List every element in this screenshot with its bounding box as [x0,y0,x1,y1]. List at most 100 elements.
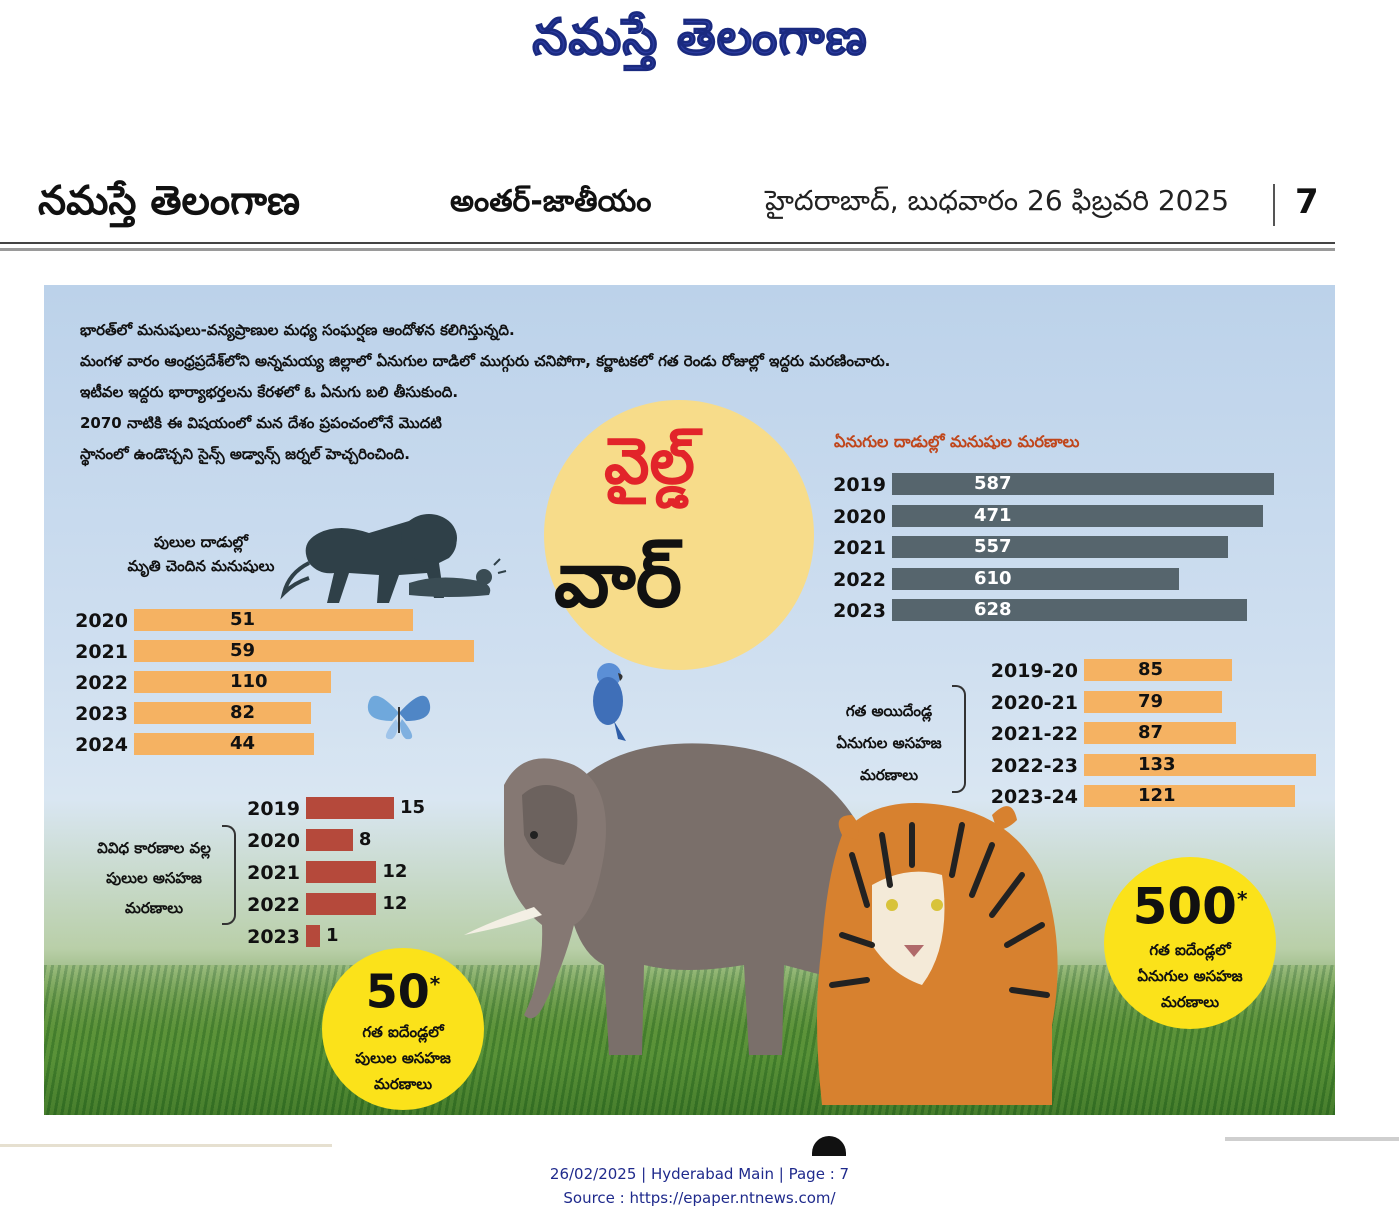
bar-category-label: 2020 [75,610,128,632]
callout-line: మరణాలు [373,1075,433,1094]
bar [1084,659,1233,681]
bar-row: 2020-21 79 [976,690,1316,715]
bar-value-label: 12 [382,861,408,882]
elephant-attack-caption: ఏనుగుల దాడుల్లో మనుషుల మరణాలు [834,432,1080,451]
bar [134,671,332,693]
bar-category-label: 2020 [247,830,300,852]
intro-line: స్థానంలో ఉండొచ్చని సైన్స్ అడ్వాన్స్ జర్న… [80,445,410,463]
tiger-attack-caption: పులుల దాడుల్లో మృతి చెందిన మనుషులు [127,533,275,575]
bar-category-label: 2019 [247,798,300,820]
bar-value-label: 557 [974,536,1012,557]
tiger-deaths-brace [222,825,236,925]
bar-category-label: 2020 [833,505,886,528]
page-number: 7 [1295,182,1319,222]
bar-category-label: 2021 [833,537,886,559]
bar-value-label: 1 [326,925,339,946]
page-marker [812,1136,846,1156]
dateline: హైదరాబాద్, బుధవారం 26 ఫిబ్రవరి 2025 [765,184,1230,217]
callout-star: * [429,972,441,996]
footer-rule-right [1225,1137,1399,1141]
bar [1084,722,1236,744]
header-separator [1273,184,1275,226]
bar-value-label: 59 [230,640,256,661]
bar-value-label: 15 [400,797,426,818]
bar-row: 2021-22 87 [976,722,1316,746]
bar-value-label: 12 [382,893,408,914]
bar-category-label: 2023 [247,926,300,948]
intro-line: ఇటీవల ఇద్దరు భార్యాభర్తలను కేరళలో ఓ ఏనుగ… [80,383,459,401]
bar [134,640,474,662]
tiger-illustration [817,803,1058,1105]
bar-category-label: 2019 [833,474,886,496]
headline-top: వైల్డ్ [604,425,695,499]
infographic-panel: భారత్‌లో మనుషులు-వన్యప్రాణుల మధ్య సంఘర్ష… [44,285,1335,1115]
callout-number: 500 [1132,877,1237,936]
bar-value-label: 44 [230,733,256,754]
footer: 26/02/2025 | Hyderabad Main | Page : 7 S… [0,1162,1399,1210]
bar-category-label: 2021 [75,641,128,663]
tiger-deaths-callout: 50* గత ఐదేండ్లలో పులుల అసహజ మరణాలు [322,948,484,1110]
bar-value-label: 121 [1138,785,1176,806]
bar-value-label: 133 [1138,753,1176,775]
intro-line: 2070 నాటికి ఈ విషయంలో మన దేశం ప్రపంచంలోన… [80,414,442,432]
bar-category-label: 2023-24 [990,786,1078,808]
elephant-illustration [464,743,874,1055]
header-rule [0,242,1335,244]
bar [1084,785,1296,807]
title-circle [544,400,814,670]
tiger-deaths-caption: వివిధ కారణాల వల్ల పులుల అసహజ మరణాలు [97,839,211,917]
footer-edition: 26/02/2025 | Hyderabad Main | Page : 7 [549,1165,850,1183]
bar-row: 2019 15 [240,797,440,821]
bar [306,861,377,883]
bar-value-label: 82 [230,702,256,723]
parrot-illustration [593,663,626,741]
bar [134,702,311,724]
callout-line: పులుల అసహజ [355,1049,451,1068]
callout-star: * [1236,887,1248,911]
bar-category-label: 2022-23 [990,754,1078,777]
bar-value-label: 8 [358,829,372,850]
bar [306,893,377,915]
bar-value-label: 471 [974,504,1012,526]
masthead: నమస్తే తెలంగాణ [0,0,1399,80]
footer-source: Source : https://epaper.ntnews.com/ [563,1189,836,1207]
masthead-title: నమస్తే తెలంగాణ [532,8,868,67]
bar-row: 2021 12 [240,861,440,885]
bar [1084,690,1222,713]
callout-line: ఏనుగుల అసహజ [1137,966,1243,985]
bar [306,829,353,851]
bar-row: 2022 12 [240,893,440,917]
bar-row: 2022-23 133 [976,753,1316,778]
elephant-deaths-chart: 2019-20 85 2020-21 79 2021-22 87 2022-23 133 202… [976,659,1316,819]
bar-row: 2022 110 [70,671,490,695]
bar [1084,753,1316,776]
bar [134,609,413,631]
bar-row: 2022 610 [830,567,1280,592]
callout-number: 50 [365,964,430,1019]
bar [892,567,1179,590]
bar-category-label: 2024 [75,734,128,756]
bar-row: 2019 587 [830,473,1280,497]
bar-value-label: 79 [1138,690,1164,712]
intro-line: భారత్‌లో మనుషులు-వన్యప్రాణుల మధ్య సంఘర్ష… [80,321,515,339]
brand-logo-text: నమస్తే తెలంగాణ [38,178,301,224]
bar-category-label: 2022 [833,568,886,591]
bar-category-label: 2023 [833,600,886,622]
bar [892,504,1263,527]
intro-text: భారత్‌లో మనుషులు-వన్యప్రాణుల మధ్య సంఘర్ష… [80,315,1080,470]
bar-row: 2020 471 [830,504,1280,529]
bar-row: 2021 59 [70,640,490,664]
footer-rule-left [0,1144,332,1147]
tiger-deaths-chart: 2019 15 2020 8 2021 12 2022 12 2023 1 [240,797,440,957]
bar-category-label: 2022 [247,894,300,916]
bar [306,797,394,819]
bar-value-label: 51 [230,609,256,630]
page-header: నమస్తే తెలంగాణ అంతర్-జాతీయం హైదరాబాద్, బ… [0,170,1340,251]
bar [892,599,1248,621]
bar-category-label: 2023 [75,703,128,725]
section-title: అంతర్-జాతీయం [450,184,652,219]
bar [134,733,315,755]
bar-value-label: 628 [974,599,1012,620]
bar-category-label: 2021-22 [990,723,1078,745]
callout-line: మరణాలు [1160,992,1220,1011]
